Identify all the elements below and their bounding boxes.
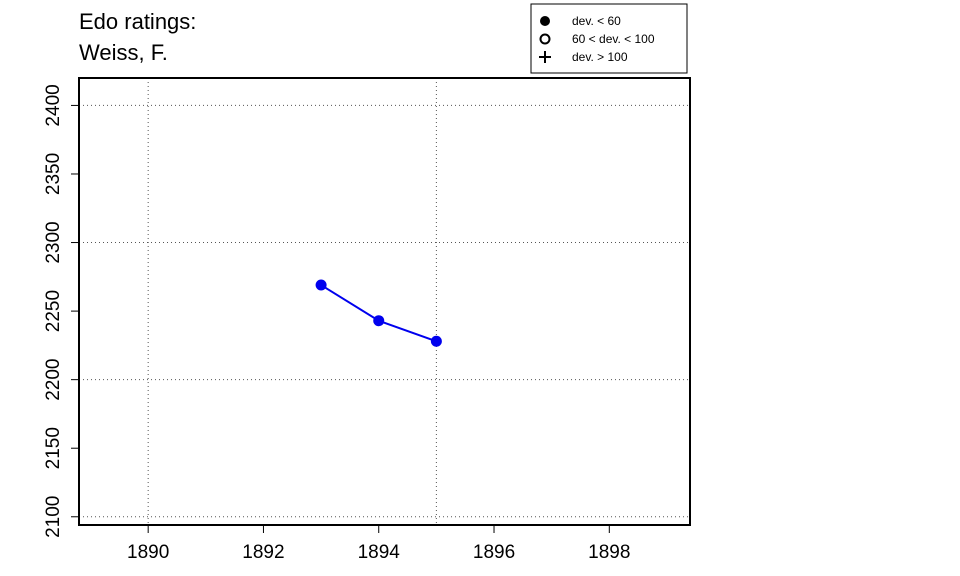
legend-label-dev-lt-60: dev. < 60	[572, 14, 621, 28]
axes: 1890 1892 1894 1896 1898 2100 2150 2200 2250 2300…	[43, 84, 630, 563]
y-tick-label-2200: 2200	[43, 359, 64, 401]
x-tick-label-1892: 1892	[242, 542, 284, 563]
legend-open-circle-marker	[539, 33, 551, 45]
legend-plus-marker	[539, 51, 551, 63]
y-tick-label-2400: 2400	[43, 84, 64, 126]
legend-label-dev-60-100: 60 < dev. < 100	[572, 32, 655, 46]
legend-label-dev-gt-100: dev. > 100	[572, 50, 628, 64]
data-point-1895	[430, 335, 442, 347]
y-tick-label-2250: 2250	[43, 290, 64, 332]
legend-filled-circle-marker	[540, 16, 550, 26]
x-tick-label-1896: 1896	[473, 542, 515, 563]
legend: dev. < 60 60 < dev. < 100 dev. > 100	[530, 3, 688, 74]
x-tick-label-1890: 1890	[127, 542, 169, 563]
plot-frame	[78, 77, 691, 526]
legend-box	[530, 3, 688, 74]
y-tick-label-2100: 2100	[43, 496, 64, 538]
chart-title-line-2: Weiss, F.	[79, 40, 168, 65]
data-point-1893	[315, 279, 327, 291]
series-layer	[315, 279, 442, 347]
y-tick-label-2350: 2350	[43, 153, 64, 195]
data-point-1894	[373, 315, 385, 327]
x-tick-label-1894: 1894	[358, 542, 401, 563]
series-0-line	[320, 284, 437, 343]
chart-title-line-1: Edo ratings:	[79, 9, 197, 34]
x-tick-label-1898: 1898	[588, 542, 630, 563]
y-tick-label-2150: 2150	[43, 427, 64, 469]
y-tick-label-2300: 2300	[43, 221, 64, 263]
grid	[79, 78, 690, 525]
